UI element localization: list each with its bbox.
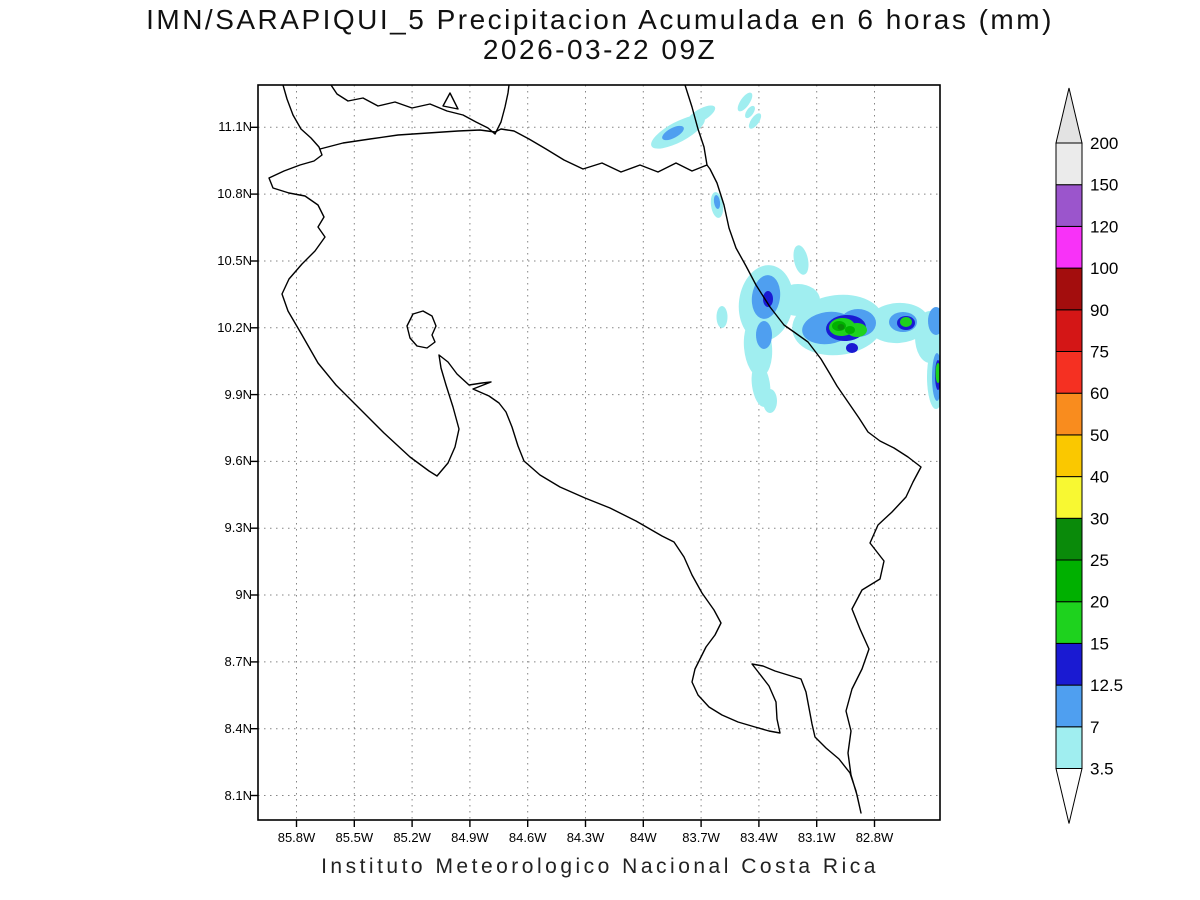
precip-cell bbox=[756, 321, 772, 349]
colorbar-label: 30 bbox=[1090, 509, 1109, 528]
axis-ticks bbox=[251, 126, 876, 827]
colorbar-segment bbox=[1055, 434, 1083, 478]
lat-tick-label: 9N bbox=[235, 587, 252, 603]
precip-cell bbox=[763, 291, 773, 307]
precip-cell bbox=[662, 125, 684, 141]
island-outline bbox=[442, 92, 459, 110]
map-plot-area: 11.1N 10.8N 10.5N 10.2N 9.9N 9.6N 9.3N 9N 8.7N 8.… bbox=[217, 84, 952, 845]
colorbar-segment bbox=[1055, 559, 1083, 603]
precip-cell bbox=[846, 343, 858, 353]
lon-tick-label: 83.4W bbox=[740, 830, 778, 845]
colorbar-segment bbox=[1055, 476, 1083, 519]
chart-title-line1: IMN/SARAPIQUI_5 Precipitacion Acumulada … bbox=[146, 4, 1054, 35]
colorbar-segment bbox=[1055, 351, 1083, 394]
colorbar-segment bbox=[1055, 726, 1083, 769]
colorbar-segment bbox=[1055, 184, 1083, 227]
colorbar-arrow-top bbox=[1055, 87, 1083, 144]
coastline bbox=[319, 129, 496, 150]
colorbar-label: 90 bbox=[1090, 301, 1109, 320]
precip-cell bbox=[686, 105, 716, 125]
lat-tick-label: 10.2N bbox=[217, 319, 252, 335]
colorbar-segment bbox=[1055, 392, 1083, 436]
colorbar-label: 3.5 bbox=[1090, 760, 1114, 779]
precip-cell bbox=[745, 105, 755, 119]
coastline bbox=[330, 85, 510, 135]
colorbar-label: 50 bbox=[1090, 426, 1109, 445]
coastline bbox=[268, 85, 922, 814]
colorbar-label: 150 bbox=[1090, 176, 1118, 195]
colorbar-segment bbox=[1055, 684, 1083, 728]
colorbar-label: 7 bbox=[1090, 718, 1099, 737]
lat-tick-label: 8.1N bbox=[224, 787, 252, 803]
precip-cell bbox=[748, 113, 762, 129]
lon-tick-label: 84.3W bbox=[566, 830, 605, 845]
lon-tick-label: 82.8W bbox=[855, 830, 894, 845]
lon-tick-label: 84.9W bbox=[451, 830, 489, 845]
lat-tick-label: 8.7N bbox=[224, 653, 252, 669]
colorbar-label: 75 bbox=[1090, 343, 1109, 362]
precip-cell bbox=[763, 389, 777, 413]
lat-tick-label: 9.3N bbox=[224, 520, 252, 536]
colorbar-segment bbox=[1055, 517, 1083, 561]
precip-cell bbox=[716, 306, 728, 328]
lon-tick-label: 84W bbox=[629, 830, 657, 845]
lon-tick-label: 83.7W bbox=[682, 830, 720, 845]
precip-cell bbox=[928, 307, 940, 335]
precip-cell bbox=[935, 363, 940, 383]
precip-cell bbox=[845, 326, 855, 334]
costa-rica-map bbox=[251, 84, 941, 827]
colorbar-segment bbox=[1055, 601, 1083, 644]
coastline bbox=[494, 128, 708, 173]
map-frame bbox=[257, 84, 941, 821]
colorbar-arrow-bottom bbox=[1055, 768, 1083, 824]
colorbar-label: 12.5 bbox=[1090, 676, 1123, 695]
island-outline bbox=[406, 310, 437, 349]
colorbar-label: 25 bbox=[1090, 551, 1109, 570]
lon-tick-label: 84.6W bbox=[508, 830, 547, 845]
lat-tick-label: 10.5N bbox=[217, 252, 252, 268]
coastlines bbox=[268, 85, 922, 814]
lat-tick-label: 9.6N bbox=[224, 453, 252, 469]
lat-tick-label: 10.8N bbox=[217, 186, 252, 202]
colorbar-label: 60 bbox=[1090, 384, 1109, 403]
colorbar-label: 200 bbox=[1090, 134, 1118, 153]
colorbar-label: 100 bbox=[1090, 259, 1118, 278]
precip-cell bbox=[737, 92, 753, 112]
colorbar-segment bbox=[1055, 142, 1083, 186]
lon-tick-label: 85.5W bbox=[335, 830, 374, 845]
colorbar: 3.5 7 12.5 15 20 25 30 40 50 60 75 90 100 120 150 200 bbox=[1055, 87, 1123, 824]
colorbar-label: 15 bbox=[1090, 634, 1109, 653]
lon-tick-label: 85.8W bbox=[277, 830, 316, 845]
colorbar-label: 40 bbox=[1090, 468, 1109, 487]
lat-tick-label: 9.9N bbox=[224, 386, 252, 402]
colorbar-segment bbox=[1055, 642, 1083, 686]
lon-tick-label: 85.2W bbox=[393, 830, 431, 845]
colorbar-label: 20 bbox=[1090, 593, 1109, 612]
precip-cell bbox=[900, 317, 912, 327]
grid-lines bbox=[258, 85, 940, 820]
chart-title-line2: 2026-03-22 09Z bbox=[482, 34, 718, 65]
precipitation-shading bbox=[651, 92, 940, 413]
footer-caption: Instituto Meteorologico Nacional Costa R… bbox=[321, 855, 879, 878]
lat-tick-label: 8.4N bbox=[224, 720, 252, 736]
colorbar-label: 120 bbox=[1090, 217, 1118, 236]
colorbar-segment bbox=[1055, 309, 1083, 353]
lat-tick-label: 11.1N bbox=[218, 119, 252, 135]
colorbar-segment bbox=[1055, 267, 1083, 311]
precip-cell bbox=[793, 245, 809, 275]
precip-cell bbox=[837, 324, 845, 330]
colorbar-segment bbox=[1055, 225, 1083, 269]
lon-tick-label: 83.1W bbox=[797, 830, 836, 845]
precip-cell bbox=[713, 195, 721, 209]
